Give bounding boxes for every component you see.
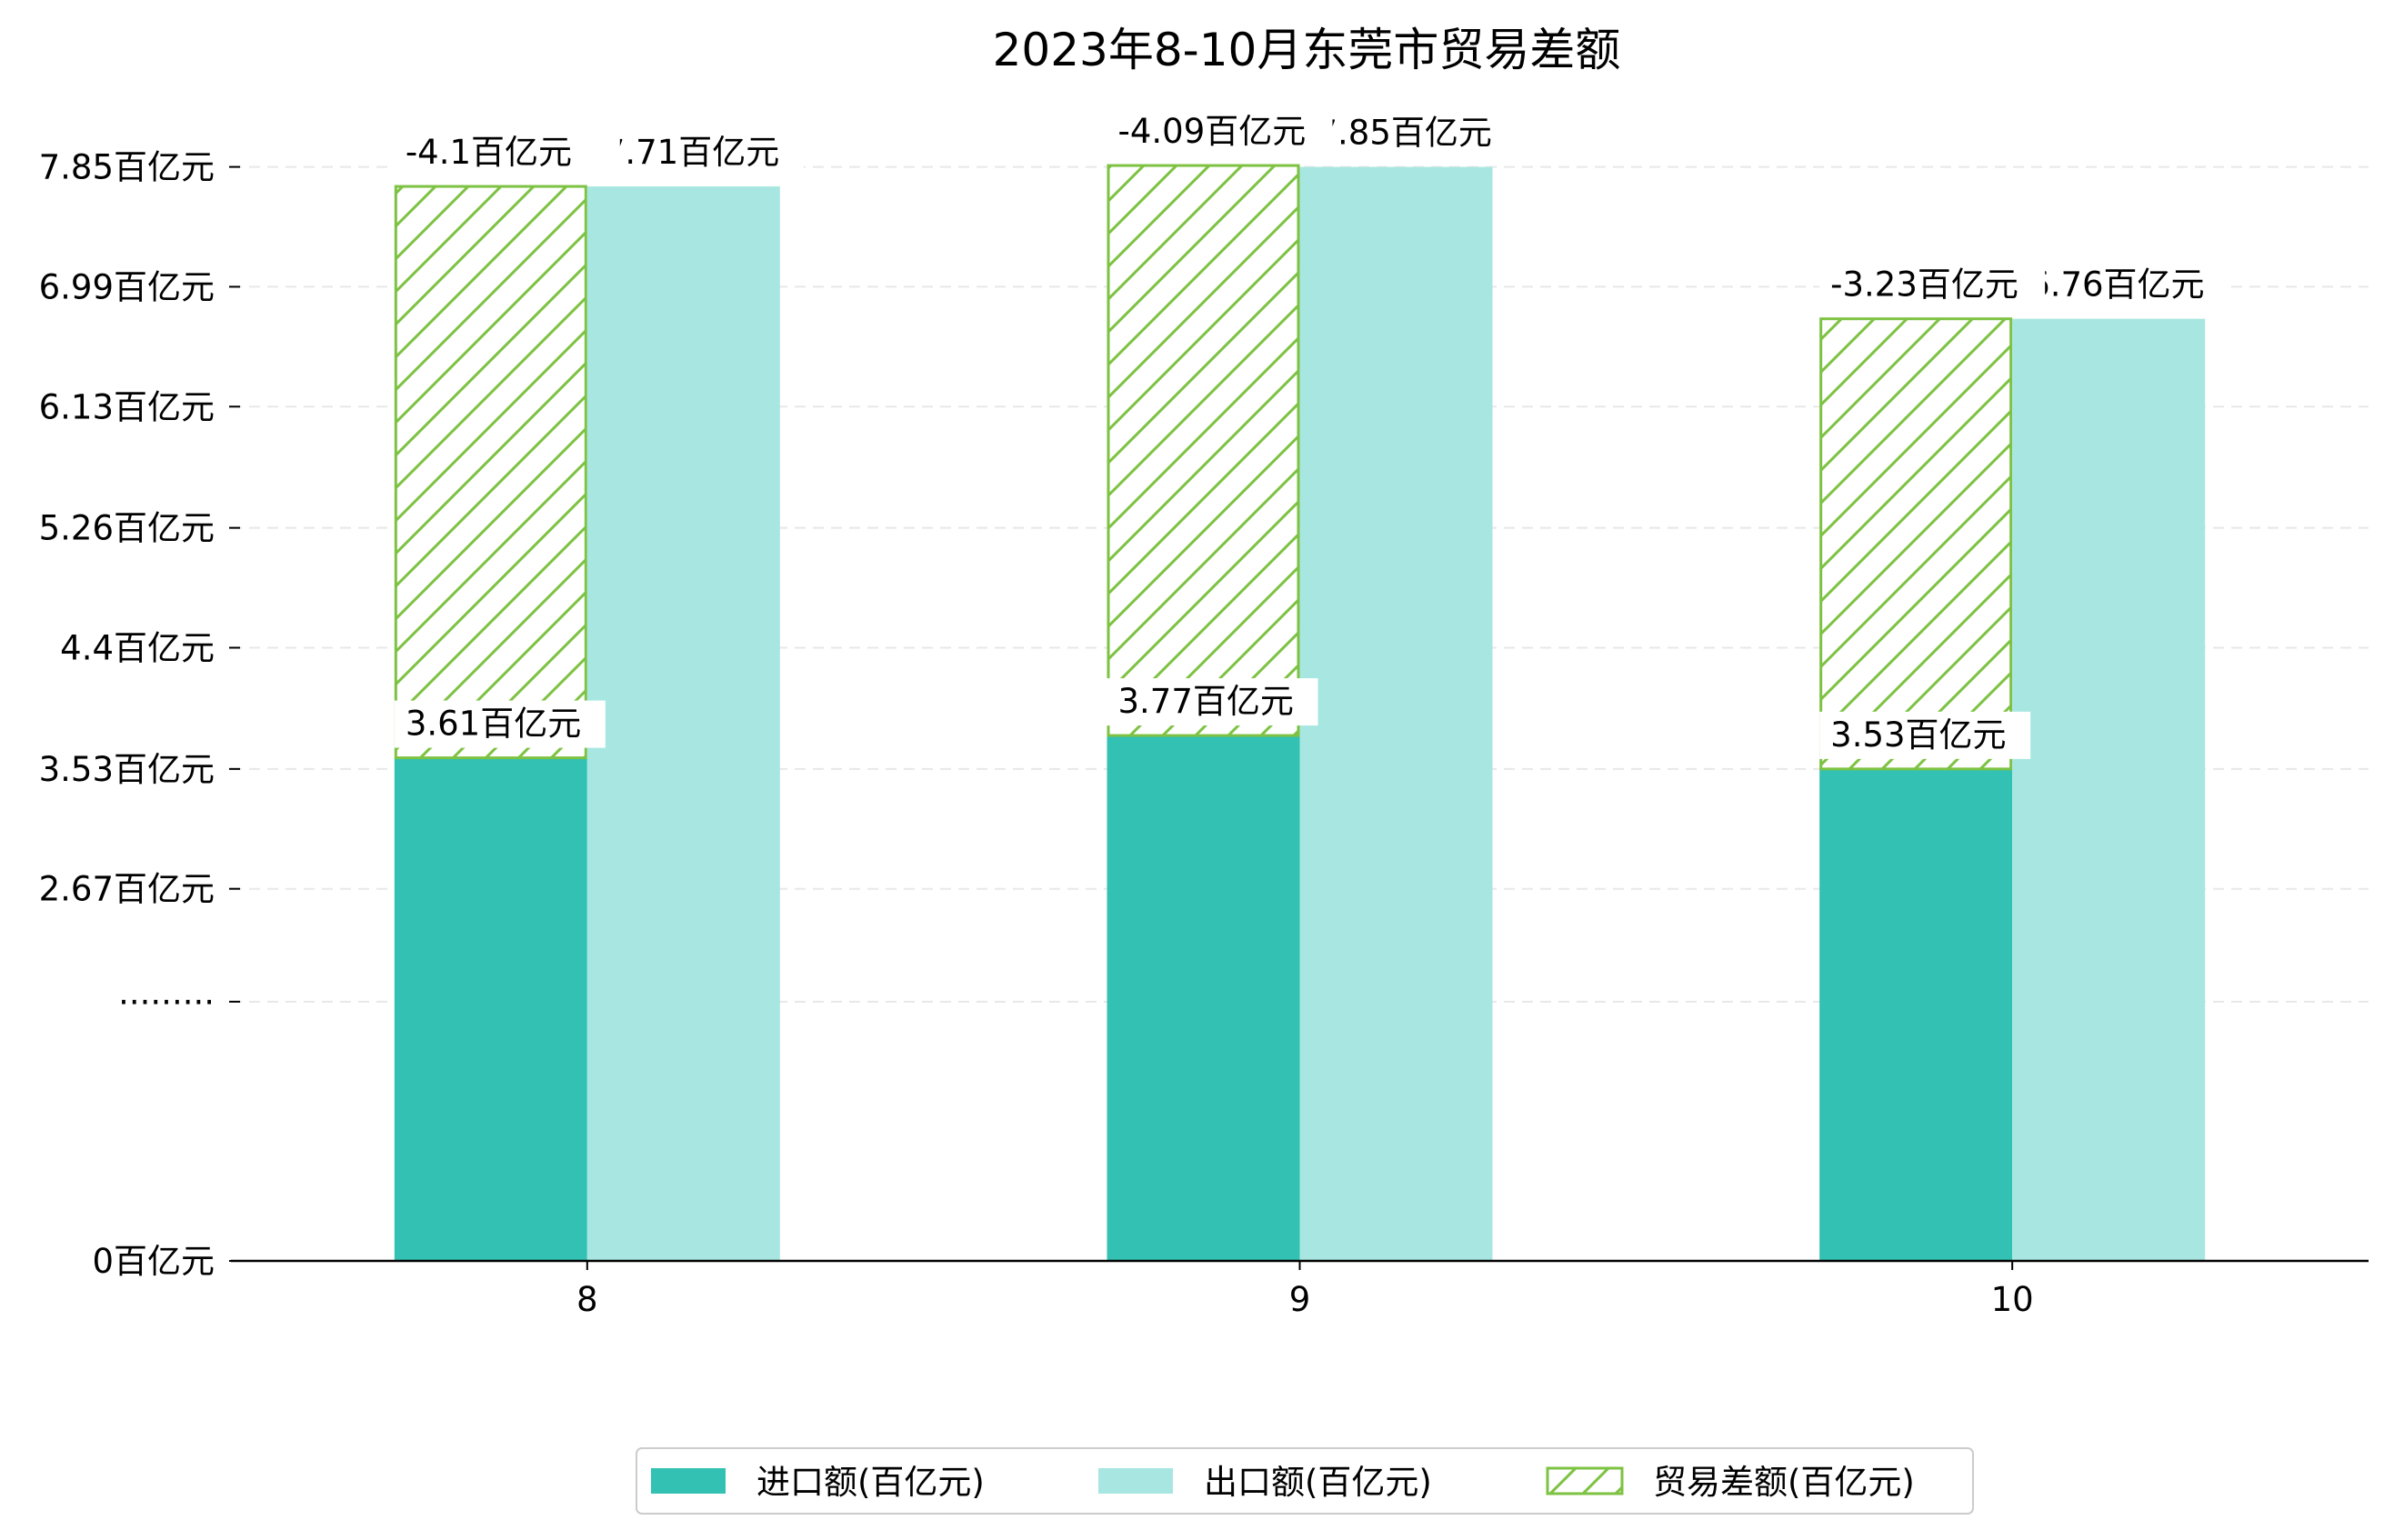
legend-label: 出口额(百亿元) [1204, 1463, 1432, 1502]
bar-trade-balance [1107, 164, 1300, 737]
bar-export [1299, 166, 1493, 1262]
legend-box [636, 1447, 1974, 1515]
bars [394, 164, 2206, 1262]
legend-label: 进口额(百亿元) [756, 1463, 985, 1502]
x-tick-label: 10 [1991, 1280, 2034, 1319]
data-label-balance-bg [1107, 108, 1333, 156]
data-labels: 7.71百亿元 -4.1百亿元 3.61百亿元 7.85百亿元 -4.09百亿元 3.77… [394, 108, 2229, 759]
y-tick-label: 7.85百亿元 [39, 148, 215, 187]
data-label-import: 3.53百亿元 [1830, 715, 2006, 755]
y-tick-label: 2.67百亿元 [39, 870, 215, 909]
y-tick-label: 0百亿元 [92, 1242, 215, 1281]
data-label-balance-bg [394, 129, 620, 177]
data-label-import-bg [1819, 711, 2031, 759]
y-tick-label: ········· [118, 983, 215, 1022]
legend-swatch [651, 1468, 726, 1494]
bar-import [1819, 768, 2013, 1261]
data-label-import-bg [1107, 678, 1318, 726]
data-label-export-bg [1305, 109, 1517, 157]
data-label-export-bg [592, 129, 804, 177]
bar-trade-balance [394, 185, 587, 760]
data-label-export-bg [2018, 261, 2229, 309]
y-tick-label: 4.4百亿元 [60, 628, 215, 667]
y-tick-label: 3.53百亿元 [39, 750, 215, 789]
data-label-import-bg [394, 700, 606, 748]
bar-trade-balance [1819, 317, 2013, 771]
data-label-import: 3.61百亿元 [406, 705, 581, 744]
y-tick-label: 6.13百亿元 [39, 387, 215, 426]
data-label-balance-bg [1819, 261, 2046, 309]
bar-export [2012, 318, 2206, 1261]
bar-import [1107, 735, 1300, 1261]
legend-swatch [1546, 1466, 1624, 1495]
data-label-export: 6.76百亿元 [2028, 265, 2204, 305]
x-tick-label: 8 [576, 1280, 598, 1319]
y-tick-label: 6.99百亿元 [39, 267, 215, 306]
bar-import [394, 757, 587, 1261]
data-label-import: 3.77百亿元 [1118, 682, 1294, 721]
y-tick-label: 5.26百亿元 [39, 509, 215, 548]
data-label-balance: -4.09百亿元 [1118, 112, 1307, 151]
chart-title: 2023年8-10月东莞市贸易差额 [993, 24, 1621, 76]
legend: 进口额(百亿元) 出口额(百亿元) 贸易差额(百亿元) [636, 1447, 1974, 1515]
data-label-export: 7.85百亿元 [1317, 114, 1492, 153]
x-tick-label: 9 [1289, 1280, 1311, 1319]
legend-label: 贸易差额(百亿元) [1653, 1463, 1915, 1502]
data-label-balance: -3.23百亿元 [1830, 265, 2018, 305]
data-label-balance: -4.1百亿元 [406, 133, 572, 172]
axes: 0百亿元 ········· 2.67百亿元 3.53百亿元 4.4百亿元 5.26百亿元… [39, 148, 2369, 1319]
bar-export [586, 186, 780, 1261]
data-label-export: 7.71百亿元 [604, 133, 779, 172]
legend-swatch [1098, 1468, 1173, 1494]
